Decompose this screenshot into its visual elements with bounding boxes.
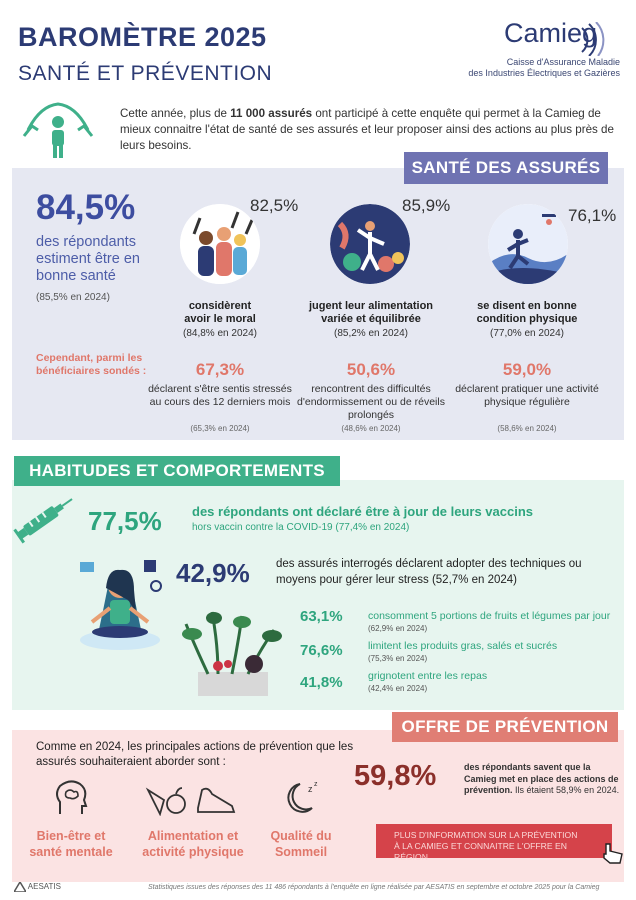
snacking-text: grignotent entre les repas bbox=[368, 670, 488, 682]
physical-condition-percentage: 76,1% bbox=[568, 206, 617, 225]
action-nutrition-line1: Alimentation et bbox=[147, 829, 239, 843]
sleep-moon-icon: z z bbox=[287, 781, 318, 813]
camieg-logo-text: Camieg bbox=[504, 18, 598, 48]
physical-condition-title-line2: condition physique bbox=[476, 313, 578, 325]
protected-person-icon bbox=[22, 102, 94, 158]
good-health-label: des répondants estiment être en bonne sa… bbox=[36, 234, 140, 284]
action-wellbeing-label: Bien-être et santé mentale bbox=[16, 828, 126, 860]
physical-condition-title-line1: se disent en bonne bbox=[477, 300, 577, 312]
good-health-previous: (85,5% en 2024) bbox=[36, 292, 110, 303]
prevention-awareness-bold: des répondants savent que la Camieg met … bbox=[464, 762, 619, 795]
page-title: BAROMÈTRE 2025 bbox=[18, 22, 267, 52]
logo-subtitle-line2: des Industries Électriques et Gazières bbox=[468, 68, 620, 78]
sleep-description: rencontrent des difficultés d'endormisse… bbox=[297, 383, 445, 421]
prevention-awareness-text: des répondants savent que la Camieg met … bbox=[464, 762, 624, 797]
alimentation-previous: (85,2% en 2024) bbox=[334, 328, 408, 339]
fruits-percentage: 63,1% bbox=[300, 608, 343, 625]
action-wellbeing-line2: santé mentale bbox=[29, 845, 113, 859]
fruits-previous: (62,9% en 2024) bbox=[368, 624, 428, 633]
alimentation-percentage: 85,9% bbox=[402, 196, 451, 215]
action-nutrition-label: Alimentation et activité physique bbox=[138, 828, 248, 860]
snacking-previous: (42,4% en 2024) bbox=[368, 684, 428, 693]
intro-part2: ont participé à cette enquête qui permet… bbox=[120, 107, 614, 152]
action-wellbeing-line1: Bien-être et bbox=[36, 829, 106, 843]
aesatis-brand: AESATIS bbox=[27, 882, 61, 892]
meditation-icon bbox=[80, 560, 162, 650]
footer-note: Statistiques issues des réponses des 11 … bbox=[148, 884, 600, 891]
alimentation-title-line1: jugent leur alimentation bbox=[308, 300, 434, 312]
activity-previous: (58,6% en 2024) bbox=[497, 424, 557, 433]
pointing-hand-icon bbox=[603, 843, 623, 864]
physical-condition-illustration bbox=[488, 204, 568, 284]
alimentation-title: jugent leur alimentation variée et équil… bbox=[296, 300, 446, 326]
cependant-label: Cependant, parmi les bénéficiaires sondé… bbox=[36, 352, 147, 377]
physical-condition-previous: (77,0% en 2024) bbox=[490, 328, 564, 339]
more-info-link[interactable]: PLUS D'INFORMATION SUR LA PRÉVENTION À L… bbox=[376, 824, 612, 862]
svg-text:z: z bbox=[314, 781, 318, 788]
syringe-icon bbox=[13, 498, 73, 544]
more-info-line2: À LA CAMIEG ET CONNAITRE L'OFFRE EN RÉGI… bbox=[394, 841, 567, 862]
morale-title-line1: considèrent bbox=[188, 300, 252, 312]
morale-previous: (84,8% en 2024) bbox=[183, 328, 257, 339]
intro-part1: Cette année, plus de bbox=[120, 107, 231, 120]
brain-head-icon bbox=[56, 780, 88, 814]
runner-icon bbox=[488, 204, 568, 284]
intro-paragraph: Cette année, plus de 11 000 assurés ont … bbox=[120, 106, 620, 154]
camieg-logo-subtitle: Caisse d'Assurance Maladie des Industrie… bbox=[430, 57, 620, 79]
fat-salt-sugar-percentage: 76,6% bbox=[300, 642, 343, 659]
sleep-percentage: 50,6% bbox=[346, 360, 396, 379]
action-sleep-line1: Qualité du bbox=[270, 829, 332, 843]
stress-percentage: 67,3% bbox=[195, 360, 245, 379]
prevention-awareness-rest: Ils étaient 58,9% en 2024. bbox=[512, 785, 620, 795]
physical-condition-title: se disent en bonne condition physique bbox=[452, 300, 602, 326]
vaccine-subtext: hors vaccin contre la COVID-19 (77,4% en… bbox=[192, 522, 410, 533]
aesatis-triangle-icon bbox=[12, 880, 28, 893]
activity-description: déclarent pratiquer une activité physiqu… bbox=[455, 383, 599, 408]
morale-title-line2: avoir le moral bbox=[184, 313, 256, 325]
svg-text:z: z bbox=[308, 784, 313, 794]
habitudes-section-heading: HABITUDES ET COMPORTEMENTS bbox=[14, 456, 340, 486]
morale-title: considèrent avoir le moral bbox=[145, 300, 295, 326]
more-info-line1: PLUS D'INFORMATION SUR LA PRÉVENTION bbox=[394, 830, 578, 840]
vegetables-icon bbox=[182, 611, 282, 696]
sleep-previous: (48,6% en 2024) bbox=[341, 424, 401, 433]
prevention-section-heading: OFFRE DE PRÉVENTION bbox=[392, 712, 618, 742]
page-subtitle: SANTÉ ET PRÉVENTION bbox=[18, 62, 273, 85]
morale-illustration bbox=[180, 204, 260, 284]
activity-percentage: 59,0% bbox=[502, 360, 552, 379]
actions-intro: Comme en 2024, les principales actions d… bbox=[36, 741, 354, 768]
good-health-percentage: 84,5% bbox=[36, 188, 136, 227]
vaccine-text: des répondants ont déclaré être à jour d… bbox=[192, 504, 534, 519]
aesatis-logo: AESATIS bbox=[12, 880, 61, 893]
snacking-percentage: 41,8% bbox=[300, 674, 343, 691]
action-nutrition-line2: activité physique bbox=[142, 845, 244, 859]
logo-subtitle-line1: Caisse d'Assurance Maladie bbox=[506, 57, 620, 67]
fat-salt-sugar-text: limitent les produits gras, salés et suc… bbox=[368, 640, 558, 652]
intro-highlight: 11 000 assurés bbox=[230, 107, 313, 120]
healthy-food-icon bbox=[330, 204, 410, 284]
alimentation-title-line2: variée et équilibrée bbox=[321, 313, 421, 325]
vaccine-percentage: 77,5% bbox=[88, 506, 162, 536]
stress-previous: (65,3% en 2024) bbox=[190, 424, 250, 433]
fat-salt-sugar-previous: (75,3% en 2024) bbox=[368, 654, 428, 663]
prevention-awareness-percentage: 59,8% bbox=[354, 760, 437, 792]
sante-section-heading: SANTÉ DES ASSURÉS bbox=[404, 152, 608, 184]
action-sleep-label: Qualité du Sommeil bbox=[246, 828, 356, 860]
alimentation-illustration bbox=[330, 204, 410, 284]
camieg-logo-arcs-icon bbox=[581, 22, 605, 56]
stress-management-text: des assurés interrogés déclarent adopter… bbox=[276, 558, 582, 586]
morale-percentage: 82,5% bbox=[250, 196, 299, 215]
stress-description: déclarent s'être sentis stressés au cour… bbox=[148, 383, 292, 408]
action-sleep-line2: Sommeil bbox=[274, 845, 328, 859]
cheering-people-icon bbox=[180, 204, 260, 284]
fruits-text: consomment 5 portions de fruits et légum… bbox=[368, 610, 611, 622]
stress-management-percentage: 42,9% bbox=[176, 558, 250, 588]
food-sport-icon bbox=[145, 787, 236, 816]
